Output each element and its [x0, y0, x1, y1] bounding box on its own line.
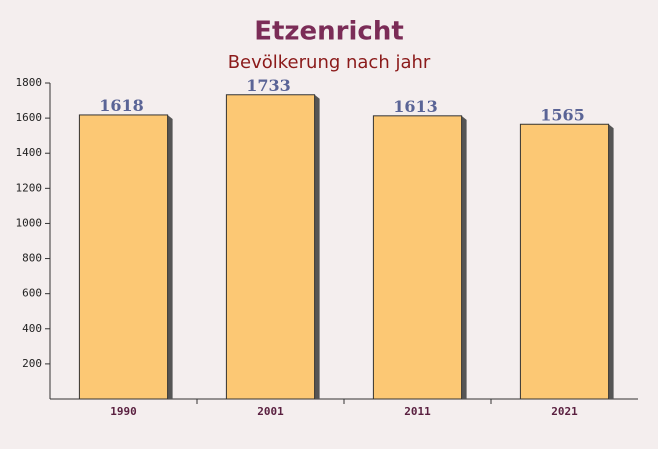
y-tick-label: 1800	[16, 76, 43, 89]
y-tick-label: 1400	[16, 146, 43, 159]
bar	[225, 94, 316, 400]
chart-subtitle: Bevölkerung nach jahr	[228, 52, 431, 73]
y-tick-label: 1000	[16, 216, 43, 229]
y-tick-label: 1200	[16, 181, 43, 194]
y-tick-label: 200	[22, 357, 42, 370]
bar-shadow	[167, 114, 173, 399]
chart-title: Etzenricht	[254, 17, 404, 47]
value-label: 1565	[540, 105, 585, 124]
x-tick-label: 1990	[110, 405, 137, 418]
bar-shadow	[461, 115, 467, 399]
bar	[519, 123, 610, 400]
y-tick-label: 800	[22, 252, 42, 265]
y-tick-label: 1600	[16, 111, 43, 124]
bar	[372, 115, 463, 400]
value-label: 1733	[246, 76, 291, 95]
bar-shadow	[608, 124, 614, 399]
x-tick-label: 2021	[551, 405, 578, 418]
y-tick-label: 400	[22, 322, 42, 335]
bar	[78, 114, 169, 400]
value-label: 1618	[99, 96, 144, 115]
x-tick-label: 2001	[257, 405, 284, 418]
y-tick-label: 600	[22, 287, 42, 300]
bar-shadow	[314, 94, 320, 400]
value-label: 1613	[393, 97, 438, 116]
x-tick-label: 2011	[404, 405, 431, 418]
